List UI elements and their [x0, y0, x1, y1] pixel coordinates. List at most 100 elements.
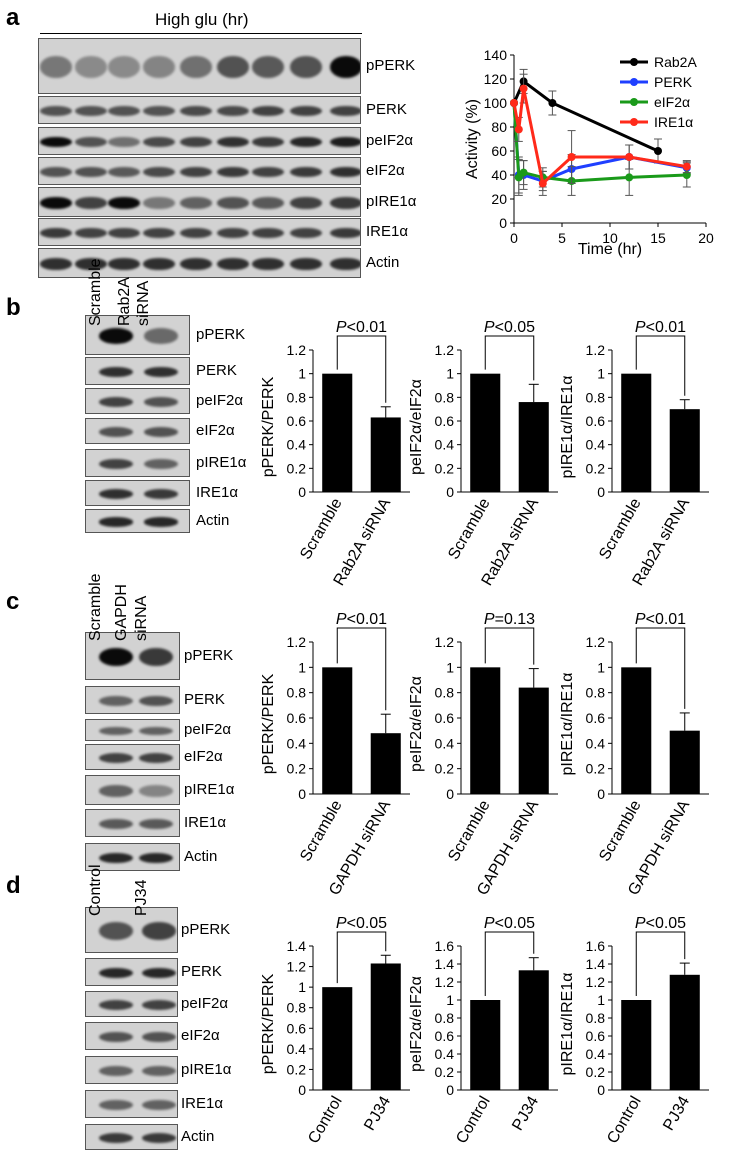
bar-chart-d1: 0 0.2 0.4 0.6 0.8 1 1.2 1.4 pPERK/PERK Control PJ3… [260, 915, 410, 1147]
y-tick-label: 0 [298, 1082, 306, 1098]
blot-label: eIF2α [181, 1027, 220, 1044]
y-axis-label: Activity (%) [464, 99, 481, 179]
p-value-label: P<0.01 [635, 319, 686, 336]
y-tick-label: 0.2 [435, 761, 455, 777]
protein-band [139, 818, 173, 830]
protein-band [180, 166, 212, 178]
protein-band [180, 258, 212, 270]
protein-band [217, 56, 249, 78]
blot-label: pPERK [184, 647, 234, 664]
y-tick-label: 80 [491, 119, 507, 135]
protein-band [252, 56, 284, 78]
y-axis-label: pPERK/PERK [260, 973, 277, 1074]
bar [470, 667, 501, 794]
blot-label: Actin [181, 1128, 215, 1145]
blot-strip [85, 1090, 178, 1118]
protein-band [99, 922, 133, 940]
y-tick-label: 1.2 [586, 342, 606, 358]
protein-band [40, 136, 72, 148]
category-label: Scramble [445, 797, 494, 864]
bar [621, 373, 652, 492]
y-tick-label: 0 [597, 1082, 605, 1098]
data-point [510, 99, 518, 107]
y-tick-label: 1.2 [287, 342, 307, 358]
category-label: Control [453, 1094, 494, 1147]
p-value: <0.05 [347, 915, 388, 932]
protein-band [290, 166, 322, 178]
blot-strip [38, 218, 361, 246]
protein-band [144, 458, 178, 470]
y-tick-label: 0.8 [287, 389, 307, 405]
p-value: <0.05 [495, 319, 536, 336]
protein-band [143, 105, 175, 117]
protein-band [99, 1031, 133, 1043]
bar [470, 1000, 501, 1090]
p-symbol: P [484, 915, 495, 932]
p-value-label: P<0.05 [484, 319, 535, 336]
data-point [567, 153, 576, 161]
protein-band [99, 967, 133, 979]
p-value: <0.01 [347, 611, 388, 628]
blot-label: IRE1α [181, 1095, 224, 1112]
treatment-label: High glu (hr) [155, 10, 249, 29]
y-tick-label: 0 [298, 484, 306, 500]
protein-band [108, 258, 140, 270]
y-tick-label: 0.8 [435, 1010, 455, 1026]
protein-band [99, 397, 133, 407]
protein-band [40, 227, 72, 239]
x-tick-label: 10 [602, 230, 618, 246]
y-axis-label: pPERK/PERK [260, 376, 277, 477]
significance-bracket [484, 335, 535, 381]
blot-label: pIRE1α [181, 1061, 232, 1078]
y-tick-label: 0.2 [586, 761, 606, 777]
blot-strip [85, 775, 180, 805]
y-tick-label: 0.8 [287, 1000, 307, 1016]
y-tick-label: 1 [446, 659, 454, 675]
blot-strip [85, 449, 190, 477]
blot-strip [85, 480, 190, 506]
bar [669, 409, 700, 492]
bar [518, 687, 549, 794]
protein-band [180, 105, 212, 117]
p-symbol: P [484, 319, 495, 336]
protein-band [99, 647, 133, 667]
protein-band [144, 366, 178, 378]
legend-marker [630, 78, 638, 86]
y-tick-label: 1 [597, 659, 605, 675]
blot-label: eIF2α [196, 422, 235, 439]
blot-strip [85, 907, 178, 953]
y-tick-label: 140 [484, 47, 508, 63]
protein-band [252, 197, 284, 209]
y-tick-label: 0 [597, 484, 605, 500]
y-tick-label: 0.4 [435, 437, 455, 453]
protein-band [142, 1000, 176, 1010]
p-symbol: P [336, 915, 347, 932]
protein-band [75, 136, 107, 148]
panel-letter-a: a [6, 4, 20, 31]
category-label: Control [305, 1094, 346, 1147]
series-line [512, 79, 659, 153]
p-symbol: P [635, 319, 646, 336]
protein-band [75, 227, 107, 239]
bar-chart-b3: 00.20.40.60.811.2pIRE1α/IRE1αScrambleRab… [559, 319, 709, 589]
blot-label: IRE1α [196, 484, 239, 501]
category-label: PJ34 [660, 1093, 693, 1133]
bar [669, 730, 700, 794]
bar-chart-d2: 0 0.2 0.4 0.6 0.8 1 1.2 1.4 1.6 peIF2α/eIF2α Contr… [408, 915, 558, 1147]
protein-band [99, 695, 133, 707]
protein-band [40, 258, 72, 270]
y-axis-label: pIRE1α/IRE1α [559, 673, 576, 776]
blot-strip [38, 157, 361, 185]
y-axis-label: peIF2α/eIF2α [408, 976, 425, 1072]
protein-band [330, 136, 360, 148]
p-value-label: P<0.05 [336, 915, 387, 932]
y-tick-label: 1.2 [287, 634, 307, 650]
x-tick-label: 0 [510, 230, 518, 246]
y-axis-label: peIF2α/eIF2α [408, 379, 425, 475]
bar-chart-b1: 00.20.40.60.811.2pPERK/PERKScrambleRab2A… [260, 319, 410, 589]
blot-strip [85, 958, 178, 986]
protein-band [99, 489, 133, 499]
protein-band [108, 56, 140, 78]
blot-label: peIF2α [181, 995, 229, 1012]
bar [518, 402, 549, 492]
